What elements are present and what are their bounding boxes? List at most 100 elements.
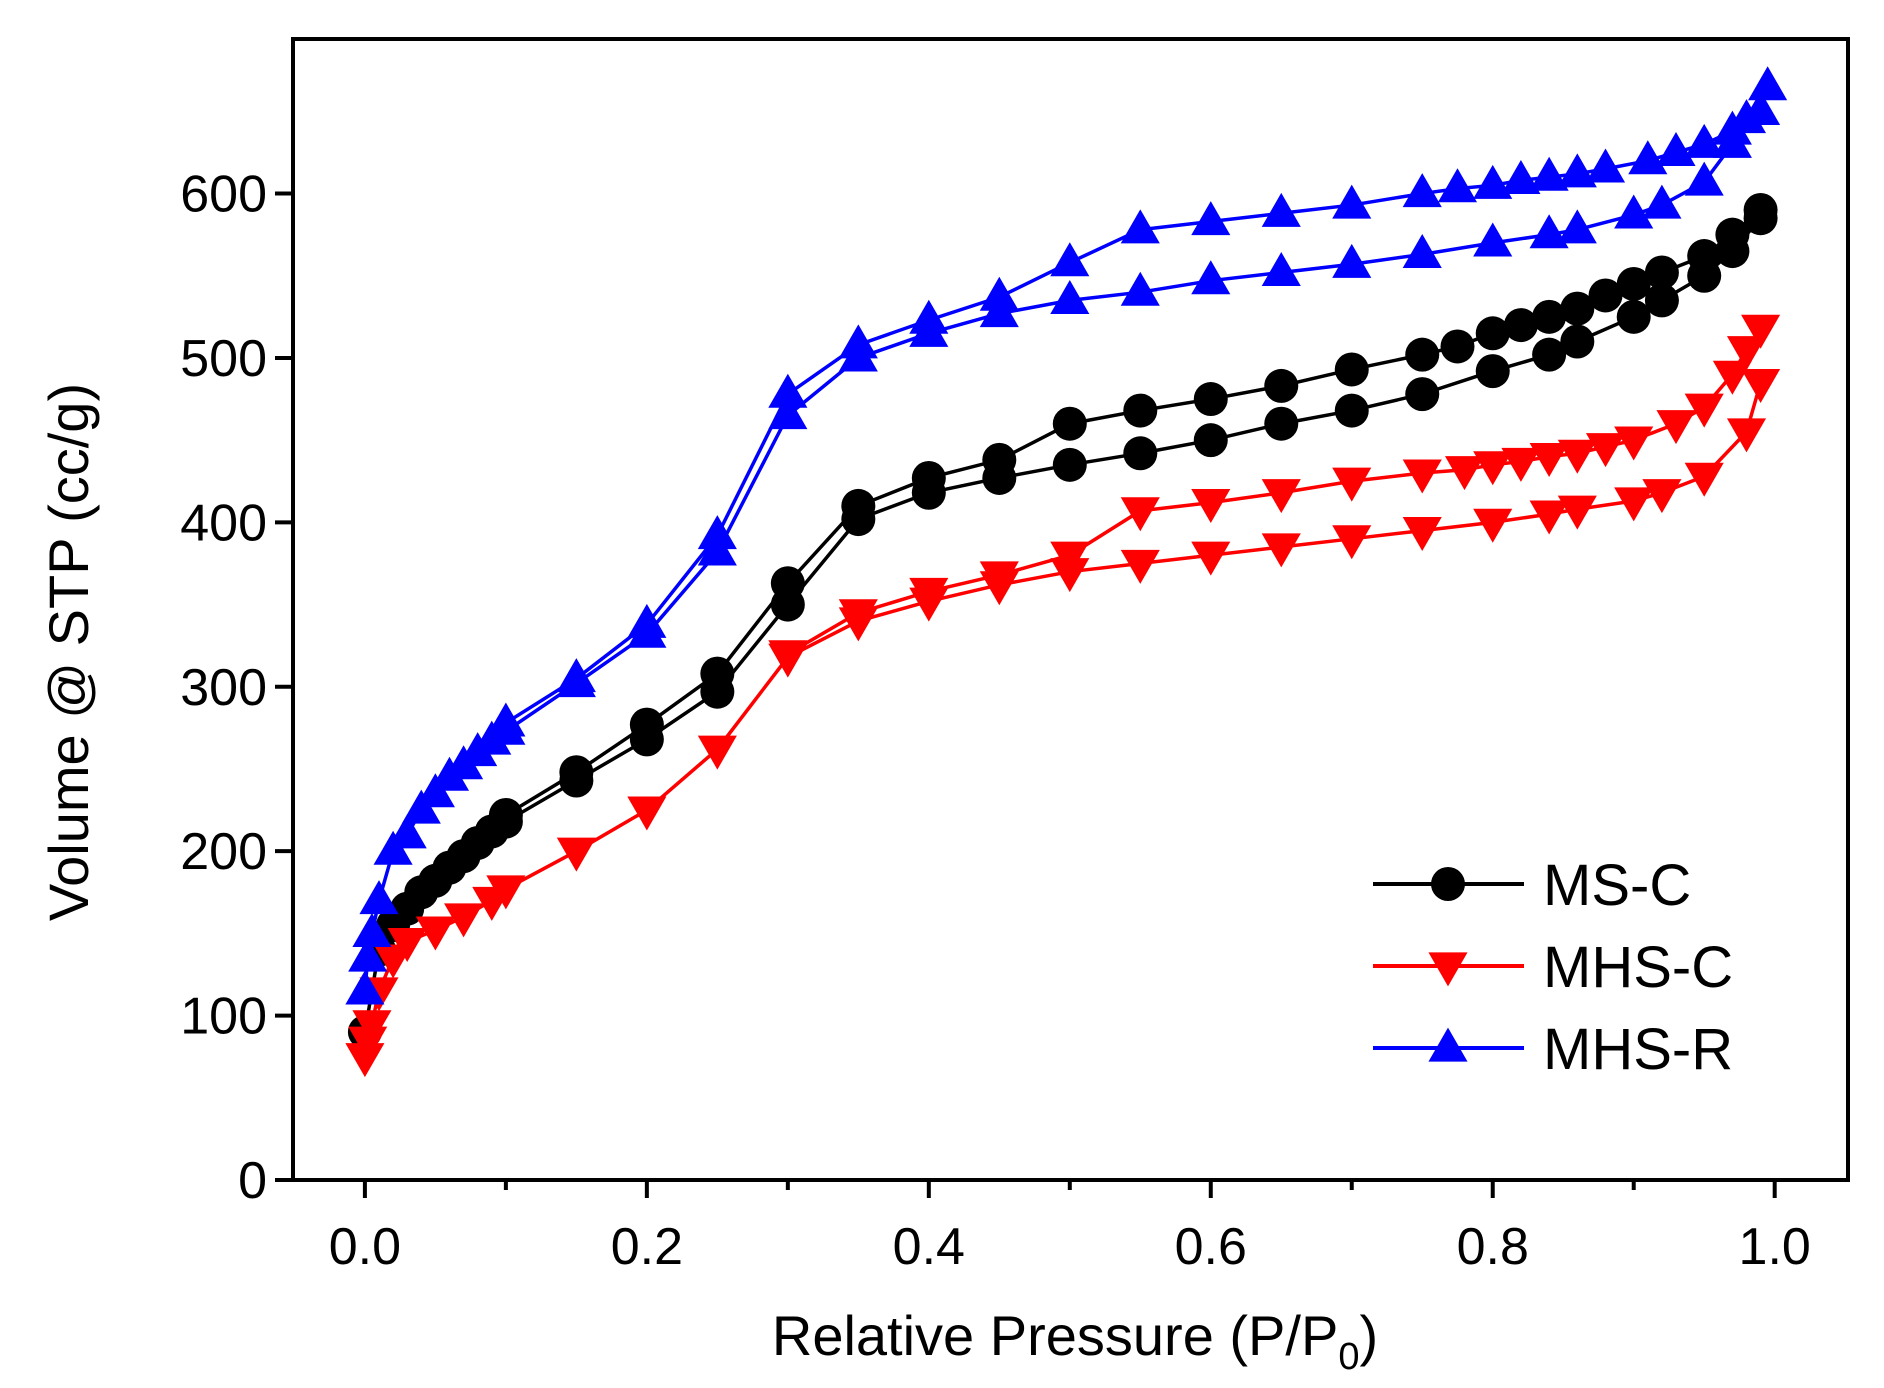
data-point (486, 702, 526, 737)
data-point (1123, 436, 1158, 471)
data-point (909, 299, 949, 334)
data-point (556, 837, 596, 872)
data-point (1585, 148, 1626, 183)
data-point (1501, 447, 1541, 482)
data-point (1402, 233, 1442, 268)
legend-label: MHS-C (1543, 935, 1733, 1000)
data-point (1628, 140, 1668, 175)
data-point (1191, 201, 1231, 236)
y-tick-label: 600 (180, 166, 267, 224)
data-point (1473, 222, 1513, 257)
data-point (1712, 110, 1752, 145)
data-point (1560, 291, 1595, 326)
data-point (841, 488, 876, 523)
data-point (1193, 382, 1228, 417)
data-point (1743, 192, 1778, 227)
data-point (1532, 337, 1567, 372)
data-point (1748, 66, 1788, 101)
data-point (352, 912, 392, 947)
data-point (1052, 406, 1087, 441)
data-point (1120, 549, 1160, 584)
data-point (627, 796, 667, 831)
data-point (1437, 168, 1478, 203)
data-point (1264, 406, 1299, 441)
data-point (1334, 393, 1369, 428)
data-point (1614, 487, 1654, 522)
data-point (911, 460, 946, 495)
series-mhs-r (345, 66, 1788, 1005)
data-point (1440, 329, 1475, 364)
y-tick-label: 500 (180, 330, 267, 388)
data-point (348, 1026, 388, 1061)
data-point (1684, 123, 1724, 158)
data-point (1616, 299, 1651, 334)
data-point (1332, 467, 1372, 502)
data-point (1560, 324, 1595, 359)
data-point (345, 1043, 385, 1078)
data-point (979, 561, 1019, 596)
data-point (1123, 393, 1158, 428)
data-point (1264, 368, 1299, 403)
data-point (1529, 442, 1569, 477)
data-point (768, 373, 808, 408)
data-point (359, 880, 399, 915)
data-point (1687, 239, 1722, 274)
data-point (1191, 260, 1231, 295)
legend-label: MHS-R (1543, 1017, 1733, 1082)
x-tick-label: 1.0 (1739, 1218, 1811, 1276)
legend-marker (1428, 1027, 1468, 1062)
y-tick-label: 300 (180, 659, 267, 717)
axes-layer: 0.0 0.2 0.4 0.6 0.8 1.0 0 100 200 300 400 500 600 (180, 166, 1811, 1276)
y-tick-label: 0 (238, 1152, 267, 1210)
data-point (979, 276, 1019, 311)
data-point (1191, 541, 1231, 576)
data-point (1503, 308, 1538, 343)
data-point (1557, 495, 1597, 530)
data-point (1529, 214, 1569, 249)
data-point (1405, 337, 1440, 372)
data-point (1642, 479, 1682, 514)
data-point (1684, 161, 1724, 196)
data-point (1402, 516, 1442, 551)
data-point (352, 1010, 392, 1045)
data-point (1120, 209, 1160, 244)
data-point (1557, 153, 1597, 188)
legend-item-mhs-c: MHS-C (1373, 935, 1733, 1000)
data-point (1712, 360, 1752, 395)
data-point (1741, 369, 1781, 404)
data-point (1642, 184, 1682, 219)
data-point (982, 442, 1017, 477)
x-tick-label: 0.8 (1457, 1218, 1529, 1276)
data-point (559, 755, 594, 790)
data-point (348, 937, 388, 972)
data-point (488, 798, 523, 833)
data-point (770, 566, 805, 601)
legend-marker (1431, 867, 1465, 901)
data-point (1193, 423, 1228, 458)
legend: MS-C MHS-C MHS-R (1373, 853, 1733, 1082)
data-point (1405, 377, 1440, 412)
data-point (1656, 410, 1696, 445)
data-point (838, 599, 878, 634)
data-point (486, 875, 526, 910)
data-point (1644, 255, 1679, 290)
x-tick-label: 0.4 (893, 1218, 965, 1276)
data-point (415, 916, 455, 951)
data-point (1557, 209, 1597, 244)
data-point (1120, 271, 1160, 306)
series-ms-c (347, 192, 1778, 1050)
data-point (1052, 447, 1087, 482)
data-point (1402, 459, 1442, 494)
data-point (1334, 352, 1369, 387)
data-point (627, 603, 667, 638)
y-axis-title: Volume @ STP (cc/g) (37, 383, 100, 921)
legend-item-ms-c: MS-C (1373, 853, 1691, 918)
data-point (1261, 479, 1301, 514)
data-point (768, 395, 808, 430)
data-point (1050, 280, 1090, 315)
data-point (1588, 278, 1623, 313)
legend-label: MS-C (1543, 853, 1691, 918)
data-point (1191, 489, 1231, 524)
data-point (1684, 393, 1724, 428)
